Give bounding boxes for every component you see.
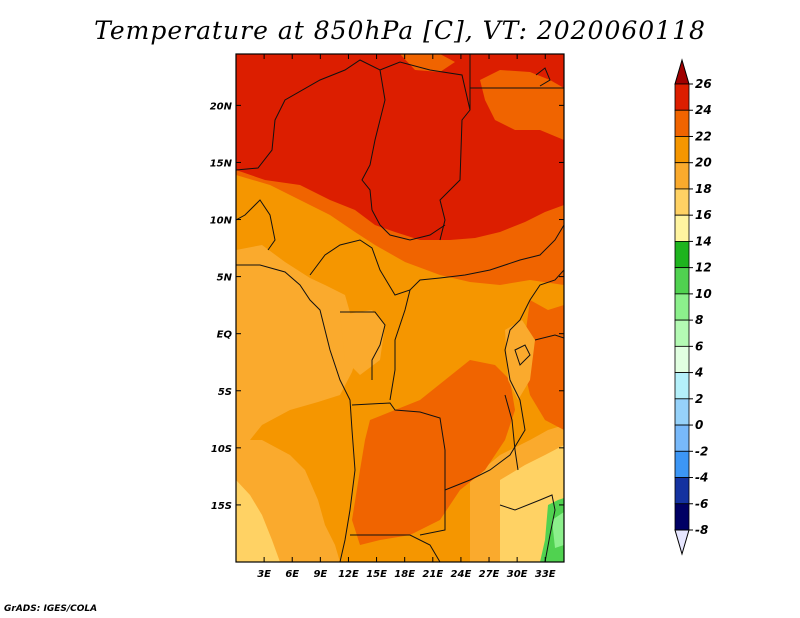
colorbar-top-triangle [674,58,690,85]
x-tick-label: 6E [285,569,299,580]
x-tick-label: 18E [394,569,415,580]
colorbar-label: -8 [695,523,708,537]
colorbar-segment [674,267,690,295]
x-tick-label: 15E [366,569,387,580]
colorbar-label: -4 [695,471,708,485]
x-tick-label: 33E [535,569,556,580]
colorbar-segment [674,136,690,164]
colorbar-segment [674,109,690,137]
border-line-3 [439,54,471,241]
grads-credit: GrADS: IGES/COLA [4,604,98,614]
border-line-12 [350,534,441,562]
colorbar-label: 4 [694,366,703,380]
x-tick-label: 24E [451,569,472,580]
y-tick-label: 5N [217,273,233,284]
colorbar-segment [674,188,690,216]
colorbar-label: 24 [695,103,712,117]
colorbar-segment [674,345,690,373]
colorbar-label: 14 [695,234,712,248]
border-line-7 [236,264,356,562]
border-line-11 [351,402,446,536]
field-region-18-20-congo [340,310,385,375]
border-line-14 [499,494,556,562]
border-line-9 [340,311,386,380]
colorbar-segment [674,372,690,400]
colorbar-label: 12 [695,261,712,275]
colorbar-segment [674,214,690,242]
colorbar-bottom-triangle [674,529,690,556]
border-line-2 [361,69,386,211]
field-region-18-20-lakes [505,320,535,400]
temperature-field [236,54,564,562]
x-tick-label: 3E [257,569,271,580]
border-line-6 [236,199,276,251]
field-region-22-24-south [352,360,515,545]
colorbar-label: 22 [695,129,712,143]
border-line-10 [389,289,411,401]
colorbar-label: -6 [695,497,708,511]
field-region-lightgreen-se [552,512,564,548]
border-line-16 [514,344,531,366]
field-region-18-20-west [236,245,360,440]
colorbar-segment [674,162,690,190]
colorbar-label: 18 [695,182,712,196]
colorbar-label: 6 [695,339,703,353]
country-borders [236,54,564,562]
colorbar-segment [674,503,690,531]
x-axis: 3E 6E 9E 12E 15E 18E 21E 24E 27E 30E 33E [257,54,556,580]
field-region-16-18-sw [236,480,280,562]
border-line-13 [444,269,564,491]
colorbar-label: -2 [695,444,708,458]
y-tick-label: 10S [211,444,232,455]
x-tick-label: 30E [507,569,528,580]
y-tick-label: EQ [217,330,233,341]
colorbar-segment [674,450,690,478]
colorbar-segment [674,424,690,452]
border-line-5 [371,209,446,241]
y-tick-label: 5S [218,387,232,398]
x-tick-label: 27E [479,569,500,580]
colorbar-label: 20 [695,156,712,170]
colorbar-label: 10 [695,287,712,301]
colorbar-segment [674,477,690,505]
border-line-18 [535,67,551,87]
y-tick-label: 15S [211,501,232,512]
border-line-8 [309,224,564,296]
colorbar-segment [674,293,690,321]
border-line-15 [534,334,564,341]
colorbar-segment [674,83,690,111]
colorbar-segment [674,241,690,269]
x-tick-label: 9E [313,569,327,580]
chart-title: Temperature at 850hPa [C], VT: 202006011… [94,16,706,45]
border-line-1 [236,59,471,171]
field-region-24-26-north [236,54,564,240]
colorbar-label: 26 [695,77,712,91]
y-axis: 20N 15N 10N 5N EQ 5S 10S 15S [210,101,564,512]
colorbar-segment [674,398,690,426]
colorbar-segment [674,319,690,347]
colorbar-label: 16 [695,208,712,222]
colorbar-label: 2 [695,392,703,406]
y-tick-label: 10N [210,216,233,227]
map-frame [235,53,565,563]
colorbar-label: 8 [695,313,703,327]
field-region-22-24-nw [400,54,455,72]
border-line-17 [504,394,519,471]
colorbar-label: 0 [695,418,703,432]
y-tick-label: 15N [210,158,233,169]
x-tick-label: 21E [422,569,443,580]
x-tick-label: 12E [338,569,359,580]
field-region-22-24-east [522,300,564,430]
y-tick-label: 20N [210,101,233,112]
